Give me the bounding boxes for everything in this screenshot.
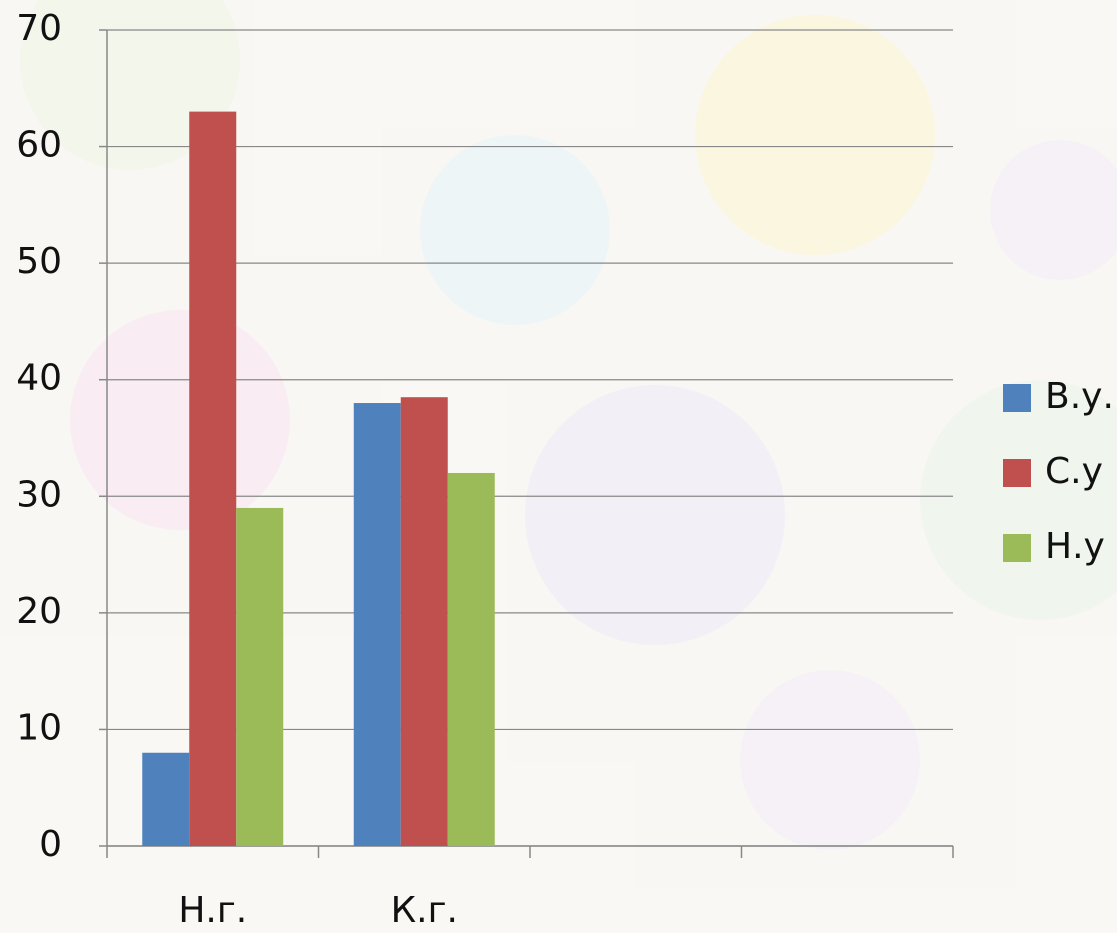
flower bbox=[920, 380, 1117, 620]
legend-label: В.у. bbox=[1045, 376, 1114, 417]
flower bbox=[695, 15, 935, 255]
y-tick-label: 60 bbox=[16, 125, 62, 166]
legend-swatch bbox=[1003, 459, 1031, 487]
flower bbox=[20, 0, 240, 170]
bar bbox=[353, 403, 401, 846]
x-tick-label: К.г. bbox=[391, 890, 458, 931]
bar bbox=[400, 397, 448, 846]
legend-swatch bbox=[1003, 384, 1031, 412]
y-tick-label: 10 bbox=[16, 707, 62, 748]
flower bbox=[990, 140, 1117, 280]
y-tick-label: 20 bbox=[16, 591, 62, 632]
y-tick-label: 50 bbox=[16, 241, 62, 282]
flower bbox=[740, 670, 920, 850]
legend-label: С.у bbox=[1045, 451, 1103, 492]
y-tick-label: 0 bbox=[39, 824, 62, 865]
y-tick-label: 40 bbox=[16, 358, 62, 399]
legend-swatch bbox=[1003, 534, 1031, 562]
y-tick-label: 70 bbox=[16, 8, 62, 49]
bar bbox=[189, 111, 237, 847]
flower bbox=[420, 135, 610, 325]
y-tick-label: 30 bbox=[16, 474, 62, 515]
bar bbox=[142, 752, 190, 846]
legend-label: Н.у bbox=[1045, 526, 1105, 567]
flower bbox=[525, 385, 785, 645]
bar bbox=[447, 472, 495, 846]
x-tick-label: Н.г. bbox=[178, 890, 247, 931]
bar bbox=[236, 507, 284, 846]
